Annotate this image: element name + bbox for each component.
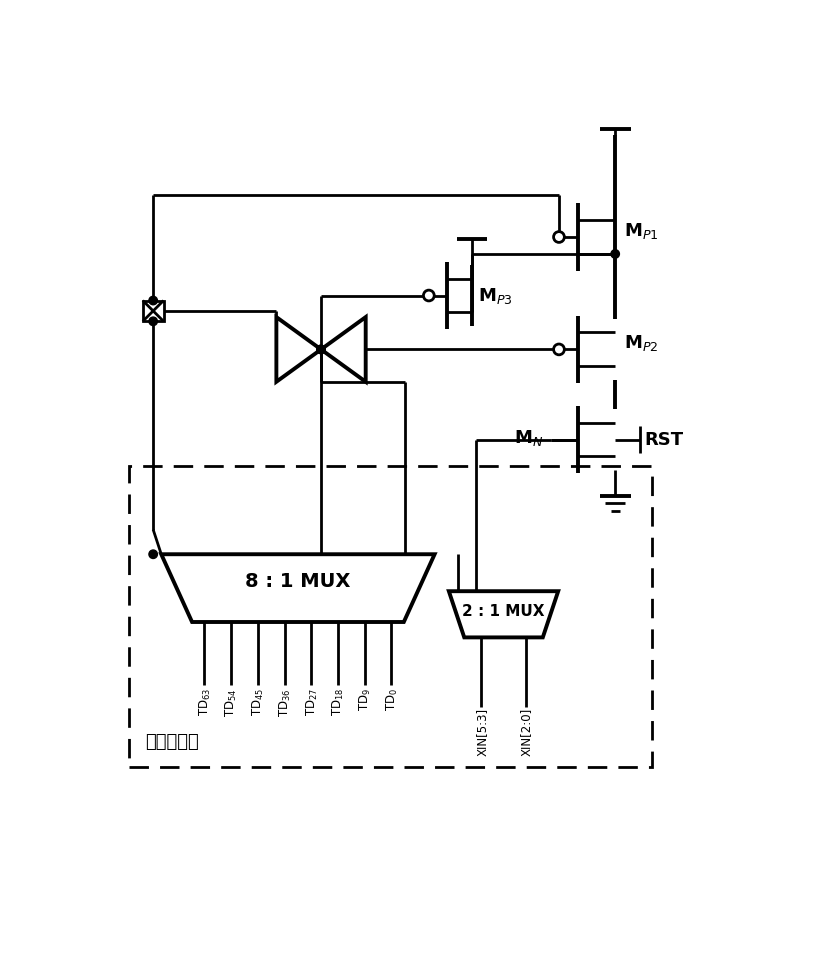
Text: RST: RST (644, 431, 684, 448)
Circle shape (149, 318, 158, 325)
Circle shape (317, 345, 326, 354)
Circle shape (554, 232, 565, 243)
Circle shape (611, 249, 619, 258)
Text: TD$_{36}$: TD$_{36}$ (278, 689, 293, 717)
Circle shape (149, 550, 158, 558)
Text: XIN[5:3]: XIN[5:3] (476, 708, 488, 757)
Text: M$_{P2}$: M$_{P2}$ (624, 333, 659, 354)
Text: TD$_9$: TD$_9$ (358, 689, 373, 711)
Text: TD$_{45}$: TD$_{45}$ (251, 689, 266, 716)
Bar (143, 301, 164, 321)
Text: TD$_{54}$: TD$_{54}$ (224, 689, 239, 717)
Circle shape (317, 345, 326, 354)
Text: XIN[2:0]: XIN[2:0] (520, 708, 533, 757)
Circle shape (424, 290, 435, 301)
Text: 多路复用器: 多路复用器 (145, 733, 199, 751)
Bar (128, 467, 652, 767)
Text: M$_{P3}$: M$_{P3}$ (478, 285, 513, 306)
Circle shape (149, 296, 158, 305)
Text: M$_{P1}$: M$_{P1}$ (624, 221, 659, 241)
Text: 2 : 1 MUX: 2 : 1 MUX (462, 604, 545, 618)
Circle shape (554, 344, 565, 355)
Text: TD$_{18}$: TD$_{18}$ (331, 689, 347, 717)
Text: TD$_0$: TD$_0$ (385, 689, 400, 711)
Text: 8 : 1 MUX: 8 : 1 MUX (245, 573, 351, 591)
Text: TD$_{27}$: TD$_{27}$ (305, 689, 320, 716)
Text: M$_N$: M$_N$ (514, 428, 544, 448)
Text: TD$_{63}$: TD$_{63}$ (198, 689, 213, 716)
